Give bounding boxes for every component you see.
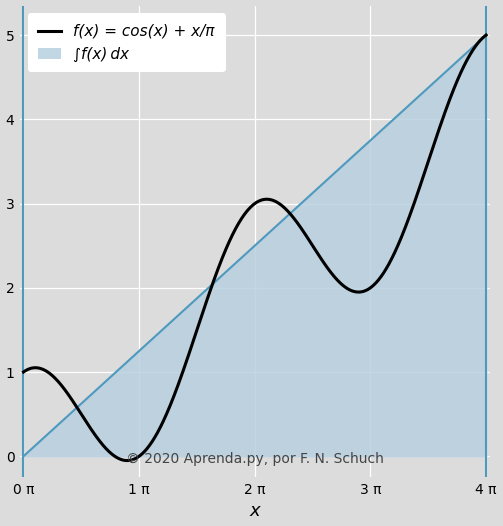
f(x) = cos(x) + x/π	[470, 47, 476, 53]
f(x) = cos(x) + x/π	[385, 262, 391, 269]
X-axis label: x: x	[249, 502, 260, 520]
f(x) = cos(x) + x/π	[470, 47, 476, 54]
f(x) = cos(x) + x/π	[233, 224, 239, 230]
f(x) = cos(x) + x/π	[245, 206, 252, 213]
f(x) = cos(x) + x/π	[44, 368, 50, 375]
f(x) = cos(x) + x/π	[124, 458, 130, 464]
Text: © 2020 Aprenda.py, por F. N. Schuch: © 2020 Aprenda.py, por F. N. Schuch	[126, 451, 384, 466]
Line: f(x) = cos(x) + x/π: f(x) = cos(x) + x/π	[24, 35, 486, 461]
f(x) = cos(x) + x/π	[21, 369, 27, 375]
f(x) = cos(x) + x/π	[483, 32, 489, 38]
Legend: f(x) = cos(x) + x/π, ∫f(x) dx: f(x) = cos(x) + x/π, ∫f(x) dx	[28, 13, 225, 72]
